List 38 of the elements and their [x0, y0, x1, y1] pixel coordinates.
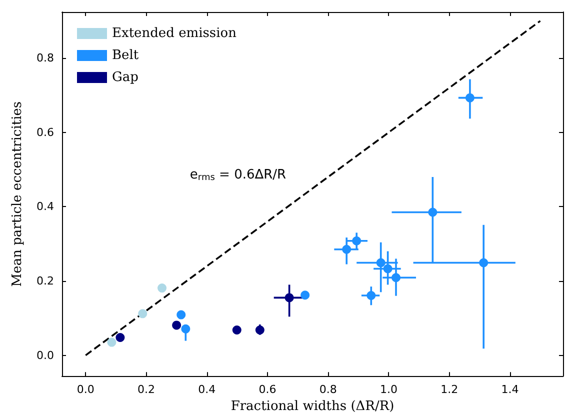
point [107, 338, 116, 347]
y-tick-label: 0.4 [36, 200, 54, 214]
x-tick-label: 0.2 [138, 383, 156, 396]
point [232, 326, 242, 335]
point [366, 290, 376, 300]
y-tick-label: 0.0 [36, 348, 54, 362]
x-tick-label: 0.4 [198, 383, 216, 396]
y-axis-title: Mean particle eccentricities [10, 101, 25, 287]
y-tick-label: 0.2 [36, 274, 54, 288]
point [158, 284, 167, 293]
x-tick-label: 1.0 [380, 383, 398, 396]
x-tick-label: 0.8 [319, 383, 337, 396]
x-tick-label: 0.6 [258, 383, 276, 396]
x-tick-label: 1.4 [501, 383, 519, 396]
point [376, 258, 386, 268]
point [284, 293, 294, 302]
point [116, 332, 125, 342]
x-axis-title: Fractional widths (ΔR/R) [230, 399, 394, 414]
point [255, 326, 264, 335]
point [138, 309, 148, 318]
point [352, 236, 362, 246]
y-tick-label: 0.6 [36, 126, 54, 139]
y-tick-label: 0.8 [36, 52, 54, 65]
legend-label: Belt [112, 48, 140, 63]
point [383, 264, 392, 274]
point [428, 208, 438, 217]
point [300, 290, 310, 300]
legend-label: Gap [112, 70, 138, 85]
legend-label: Extended emission [112, 26, 238, 41]
point [172, 320, 182, 330]
point [465, 93, 474, 102]
point [181, 324, 190, 334]
x-tick-label: 0.0 [76, 383, 94, 396]
point [479, 258, 488, 268]
x-tick-label: 1.2 [440, 383, 458, 396]
point [392, 273, 400, 282]
point [342, 244, 352, 254]
point [176, 310, 186, 320]
